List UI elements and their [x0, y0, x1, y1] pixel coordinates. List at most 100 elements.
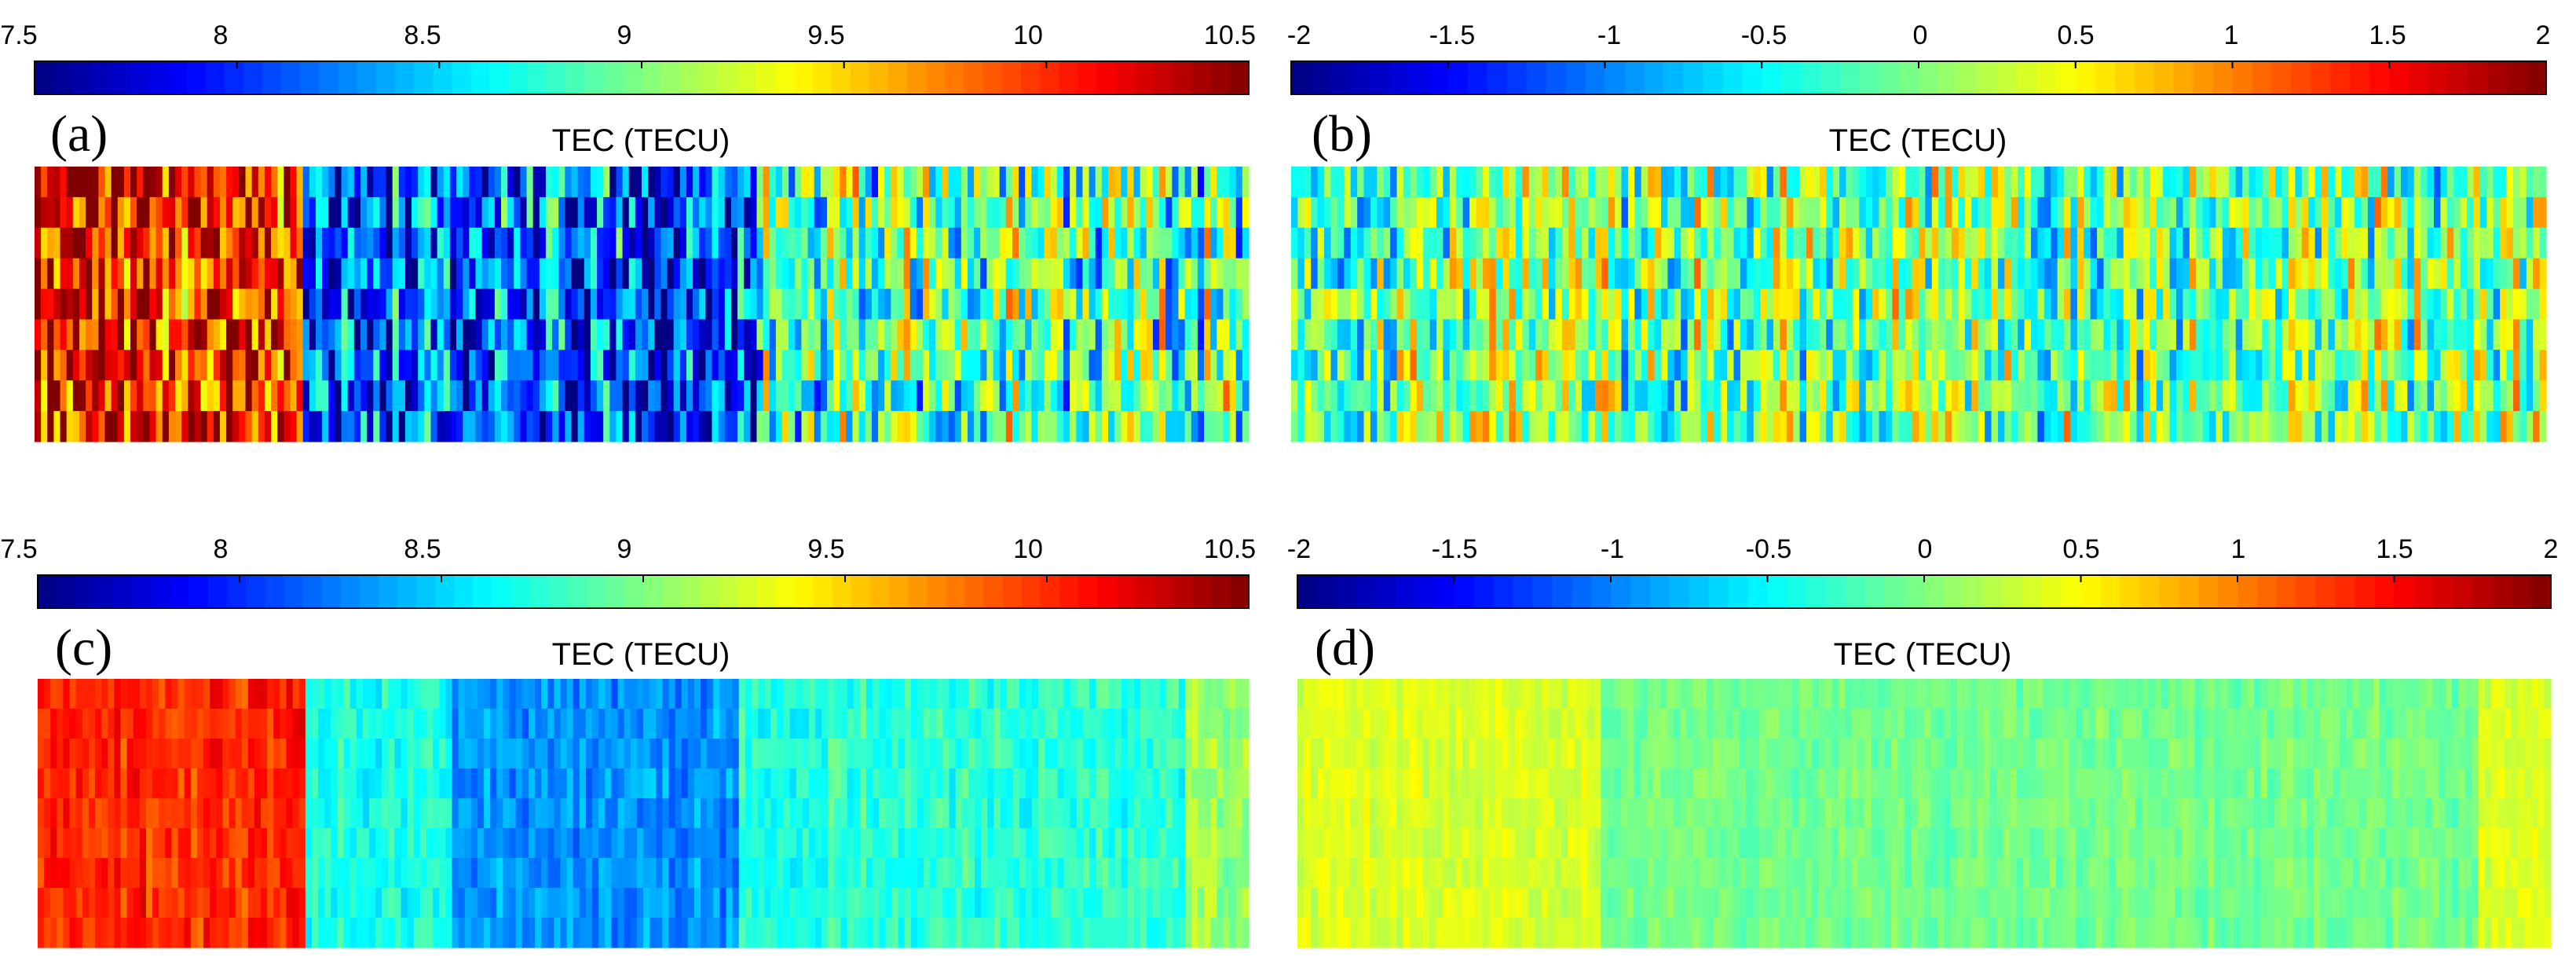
heatmap-b-cell	[2341, 380, 2349, 412]
heatmap-c-cell	[88, 709, 96, 739]
heatmap-a-cell	[149, 288, 157, 321]
heatmap-b-cell	[2090, 288, 2098, 321]
heatmap-a-cell	[1101, 227, 1109, 259]
heatmap-c-cell	[585, 768, 593, 799]
heatmap-c-cell	[566, 918, 574, 948]
heatmap-c-cell	[783, 858, 791, 889]
heatmap-a-cell	[814, 227, 821, 259]
heatmap-a-cell	[392, 227, 400, 259]
heatmap-a-cell	[1165, 411, 1173, 442]
heatmap-c-cell	[318, 709, 325, 739]
heatmap-a-cell	[194, 411, 202, 442]
heatmap-a-cell	[373, 350, 380, 381]
heatmap-c-cell	[203, 739, 210, 769]
heatmap-c-cell	[834, 679, 842, 710]
heatmap-b-cell	[1707, 411, 1714, 442]
heatmap-c-cell	[866, 858, 873, 889]
heatmap-b-cell	[2196, 196, 2204, 229]
heatmap-a-cell	[367, 227, 374, 259]
heatmap-c-cell	[598, 798, 606, 829]
heatmap-a-cell	[1114, 196, 1122, 229]
heatmap-a-cell	[552, 380, 559, 412]
heatmap-c-cell	[693, 918, 701, 948]
heatmap-c-cell	[44, 918, 51, 948]
heatmap-b-cell	[1720, 258, 1728, 290]
heatmap-a-cell	[92, 196, 99, 229]
heatmap-b-cell	[1839, 227, 1847, 259]
heatmap-a-cell	[648, 319, 655, 350]
heatmap-a-cell	[597, 288, 604, 321]
heatmap-b-cell	[1495, 227, 1503, 259]
heatmap-a-cell	[552, 196, 559, 229]
heatmap-a-cell	[756, 350, 764, 381]
heatmap-b-cell	[1568, 411, 1576, 442]
panel-a-svg: 7.5 8 8.5 9 9.5 10 10.5 (a) TEC (TECU)	[0, 20, 1256, 442]
heatmap-c-cell	[668, 739, 676, 769]
heatmap-b-cell	[1964, 196, 1972, 229]
heatmap-b-cell	[1509, 167, 1517, 198]
heatmap-b-cell	[1627, 380, 1635, 412]
heatmap-a-cell	[277, 411, 284, 442]
heatmap-a-cell	[475, 350, 483, 381]
heatmap-b-cell	[2334, 288, 2342, 321]
heatmap-a-cell	[200, 167, 208, 198]
heatmap-a-cell	[60, 258, 68, 290]
heatmap-c-cell	[942, 918, 950, 948]
heatmap-b-cell	[2090, 350, 2098, 381]
heatmap-b-cell	[1919, 411, 1927, 442]
heatmap-c-cell	[643, 679, 650, 710]
heatmap-a-cell	[219, 350, 227, 381]
heatmap-c-cell	[560, 918, 568, 948]
heatmap-a-cell	[1121, 167, 1128, 198]
heatmap-b-cell	[1832, 167, 1840, 198]
heatmap-b-cell	[1720, 350, 1728, 381]
heatmap-b-cell	[2084, 319, 2091, 350]
heatmap-c-cell	[770, 679, 778, 710]
heatmap-b-cell	[2150, 380, 2157, 412]
heatmap-c-cell	[331, 828, 338, 859]
heatmap-c-cell	[394, 888, 402, 918]
heatmap-a-cell	[1019, 288, 1026, 321]
heatmap-b-cell	[1931, 167, 1939, 198]
heatmap-c-cell	[681, 828, 689, 859]
heatmap-a-cell	[290, 380, 298, 412]
heatmap-a-cell	[999, 288, 1007, 321]
heatmap-c-cell	[751, 858, 759, 889]
heatmap-a-cell	[858, 380, 866, 412]
heatmap-b-cell	[1681, 350, 1689, 381]
heatmap-c-cell	[298, 739, 306, 769]
heatmap-a-cell	[1133, 319, 1141, 350]
heatmap-a-cell	[181, 167, 188, 198]
heatmap-b-cell	[2440, 319, 2448, 350]
heatmap-a-cell	[750, 288, 758, 321]
heatmap-b-cell	[1813, 258, 1820, 290]
heatmap-c-cell	[611, 739, 619, 769]
heatmap-b-cell	[2235, 380, 2243, 412]
heatmap-a-cell	[66, 167, 74, 198]
colorbar-a-swatch-58	[1135, 61, 1154, 94]
heatmap-a-cell	[53, 288, 61, 321]
heatmap-a-cell	[309, 167, 317, 198]
heatmap-c-cell	[592, 709, 599, 739]
heatmap-a-cell	[379, 411, 387, 442]
heatmap-b-cell	[2163, 380, 2171, 412]
heatmap-b-cell	[2011, 227, 2018, 259]
heatmap-c-cell	[114, 768, 122, 799]
heatmap-c-cell	[828, 888, 836, 918]
heatmap-a-cell	[954, 196, 962, 229]
heatmap-b-cell	[2308, 350, 2316, 381]
heatmap-a-cell	[175, 411, 182, 442]
heatmap-c	[38, 679, 1250, 948]
heatmap-c-cell	[777, 679, 785, 710]
heatmap-a-cell	[251, 288, 259, 321]
heatmap-a-cell	[277, 167, 284, 198]
heatmap-b-cell	[2103, 196, 2111, 229]
heatmap-b-cell	[2142, 258, 2150, 290]
heatmap-c-cell	[777, 858, 785, 889]
heatmap-b-cell	[1660, 258, 1668, 290]
heatmap-b-cell	[1925, 258, 1933, 290]
heatmap-c-cell	[585, 798, 593, 829]
heatmap-b-cell	[2024, 227, 2032, 259]
panel-c-label: (c)	[55, 619, 112, 676]
heatmap-b-cell	[2526, 196, 2534, 229]
